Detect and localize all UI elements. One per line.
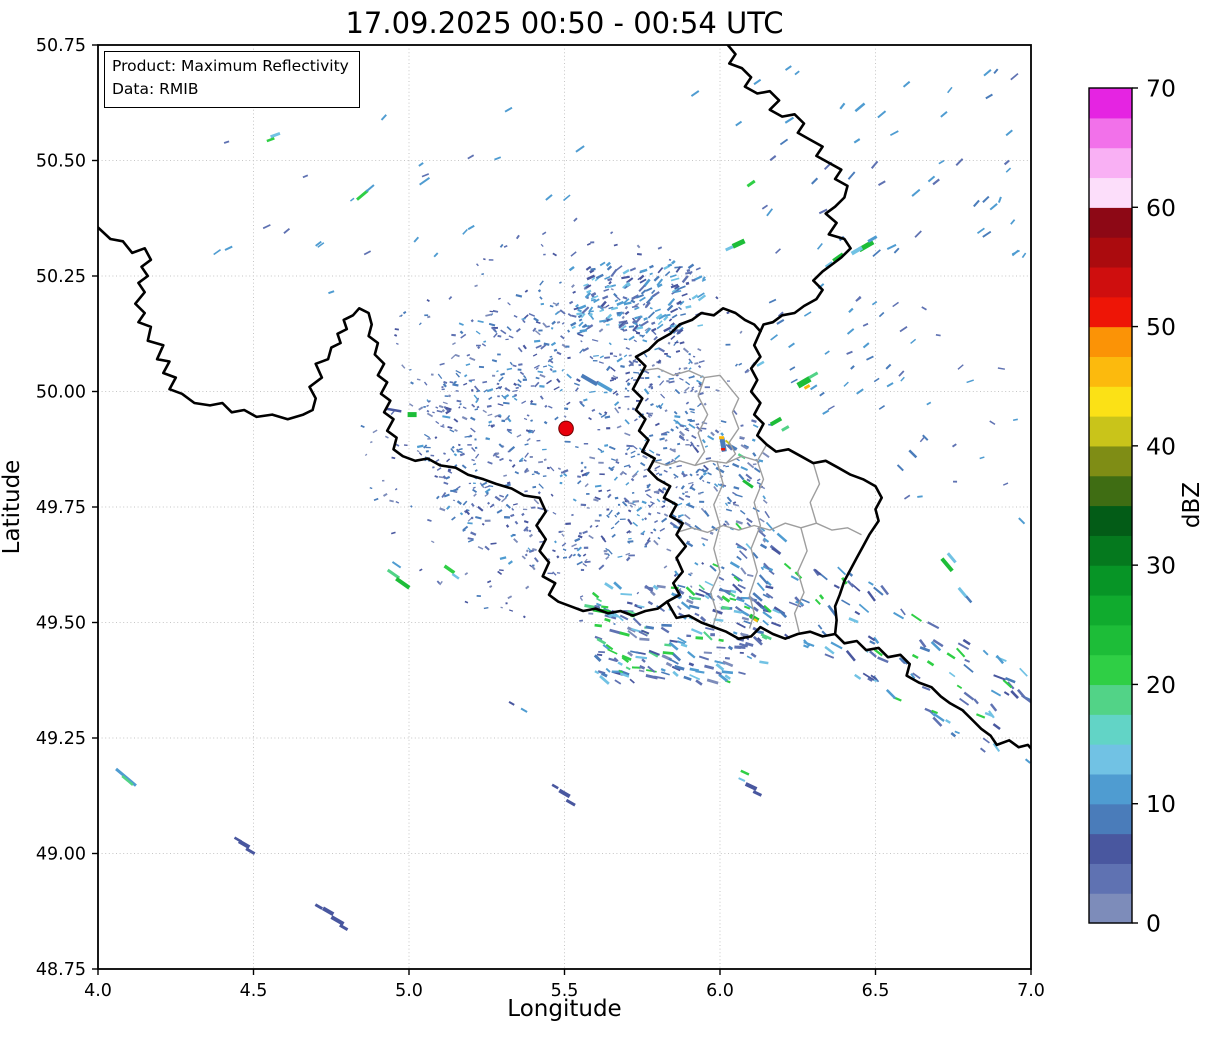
colorbar-tick-label: 0 — [1146, 910, 1161, 938]
product-info-box: Product: Maximum Reflectivity Data: RMIB — [104, 51, 360, 108]
colorbar-tick-label: 20 — [1146, 671, 1176, 699]
y-tick-label: 50.00 — [36, 383, 86, 403]
figure-title: 17.09.2025 00:50 - 00:54 UTC — [345, 6, 784, 40]
admin-borders — [640, 367, 862, 633]
y-tick-label: 49.25 — [36, 729, 86, 749]
y-tick-label: 50.25 — [36, 267, 86, 287]
colorbar-tick-label: 40 — [1146, 432, 1176, 460]
colorbar-tick-label: 50 — [1146, 313, 1176, 341]
x-tick-label: 7.0 — [1017, 981, 1045, 1001]
colorbar: 0 10 20 30 40 50 60 70 — [1088, 75, 1176, 938]
colorbar-label: dBZ — [1179, 481, 1205, 529]
x-tick-label: 5.5 — [551, 981, 579, 1001]
data-source-label: Data: RMIB — [112, 80, 199, 99]
x-axis-label: Longitude — [507, 996, 622, 1022]
y-tick-label: 49.00 — [36, 845, 86, 865]
y-tick-label: 50.75 — [36, 36, 86, 56]
colorbar-tick-label: 60 — [1146, 194, 1176, 222]
y-tick-label: 48.75 — [36, 960, 86, 980]
colorbar-tick-label: 30 — [1146, 552, 1176, 580]
radar-echo-layer — [115, 65, 1031, 931]
colorbar-tick-label: 10 — [1146, 790, 1176, 818]
y-tick-label: 49.75 — [36, 498, 86, 518]
y-axis-label: Latitude — [0, 459, 25, 555]
x-tick-label: 6.5 — [862, 981, 890, 1001]
product-label: Product: Maximum Reflectivity — [112, 57, 349, 75]
x-tick-label: 4.0 — [84, 981, 112, 1001]
x-tick-label: 5.0 — [395, 981, 423, 1001]
x-tick-label: 4.5 — [240, 981, 268, 1001]
radar-site-marker — [558, 420, 574, 437]
x-tick-label: 6.0 — [706, 981, 734, 1001]
y-tick-label: 50.50 — [36, 152, 86, 172]
national-borders — [98, 45, 1031, 751]
colorbar-tick-label: 70 — [1146, 75, 1176, 103]
grid-lines — [98, 45, 1031, 969]
y-axis-ticks: 48.75 49.00 49.25 49.50 49.75 50.00 50.25 50.50… — [36, 36, 98, 980]
y-tick-label: 49.50 — [36, 614, 86, 634]
x-axis-ticks: 4.0 4.5 5.0 5.5 6.0 6.5 7.0 — [84, 969, 1045, 1001]
